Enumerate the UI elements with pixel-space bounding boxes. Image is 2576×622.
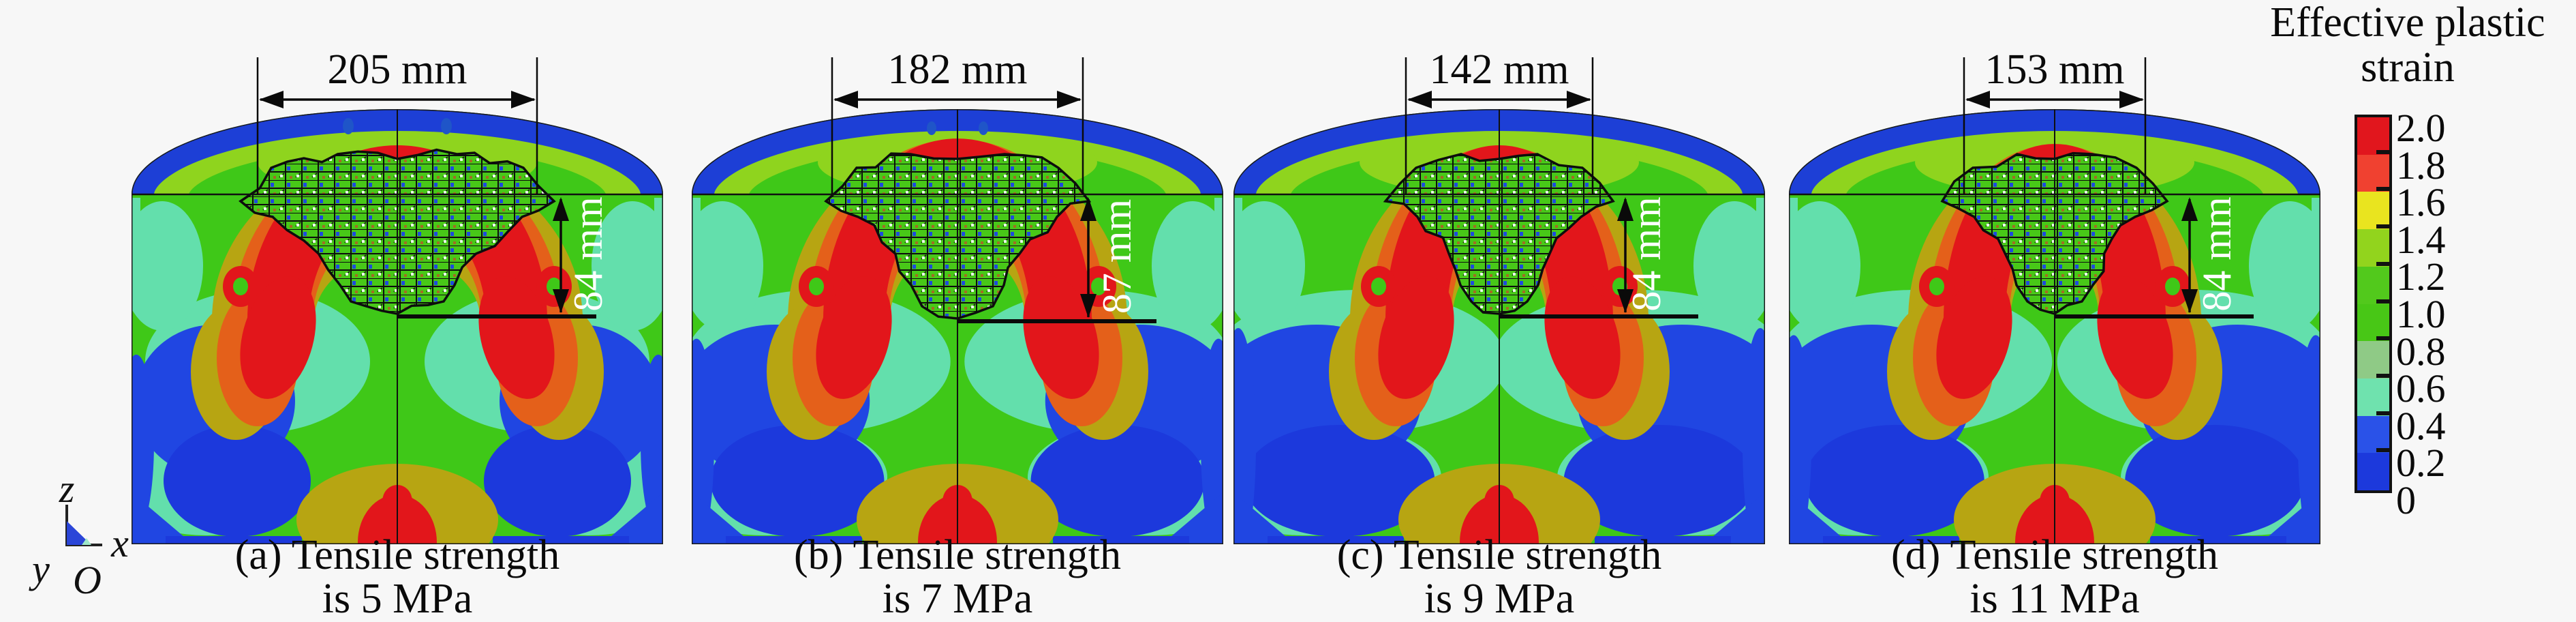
top-width-dimension: 153 mm bbox=[1963, 46, 2147, 194]
specimen-contour-plot: 153 mm 84 mm bbox=[1789, 46, 2320, 544]
side-depth-dimension: 87 mm bbox=[957, 197, 1156, 323]
top-dimension-label: 182 mm bbox=[888, 46, 1028, 93]
colorbar-tick bbox=[2376, 224, 2391, 229]
caption-line1: (d) Tensile strength bbox=[1890, 532, 2219, 578]
panel-c: 142 mm 84 mm (c) Tensile strength is 9 M… bbox=[1232, 0, 1766, 622]
panel-c-caption: (c) Tensile strength is 9 MPa bbox=[1232, 533, 1766, 621]
arrowhead-down bbox=[2181, 289, 2198, 313]
colorbar-segment bbox=[2357, 117, 2389, 155]
side-depth-dimension: 84 mm bbox=[2055, 196, 2254, 319]
legend-title: Effective plastic strain bbox=[2242, 0, 2573, 90]
colorbar-value: 0 bbox=[2396, 478, 2416, 522]
panel-d-caption: (d) Tensile strength is 11 MPa bbox=[1788, 533, 2322, 621]
arrowhead-up bbox=[553, 197, 569, 221]
caption-line2: is 5 MPa bbox=[322, 576, 473, 622]
side-depth-dimension: 84 mm bbox=[397, 196, 611, 319]
colorbar-value: 2.0 bbox=[2396, 106, 2446, 150]
specimen-contour-plot: 205 mm 84 mm bbox=[132, 46, 663, 544]
side-dimension-label: 84 mm bbox=[1624, 196, 1669, 311]
colorbar-value: 1.0 bbox=[2396, 292, 2446, 336]
arrowhead-left bbox=[259, 91, 283, 108]
top-dimension-label: 153 mm bbox=[1985, 46, 2125, 93]
top-width-dimension: 142 mm bbox=[1405, 46, 1594, 194]
colorbar-tick bbox=[2376, 261, 2391, 266]
legend-title-line2: strain bbox=[2361, 44, 2455, 91]
colorbar-segment bbox=[2357, 192, 2389, 230]
triad-triangle-highlight bbox=[82, 538, 91, 545]
top-dimension-label: 142 mm bbox=[1430, 46, 1569, 93]
caption-line2: is 11 MPa bbox=[1969, 576, 2140, 622]
colorbar-segment bbox=[2357, 453, 2389, 491]
colorbar-tick bbox=[2376, 411, 2391, 415]
colorbar-segment bbox=[2357, 415, 2389, 454]
panel-b: 182 mm 87 mm (b) Tensile strength is 7 M… bbox=[690, 0, 1225, 622]
colorbar-value: 0.6 bbox=[2396, 366, 2446, 411]
specimen-contour-plot: 142 mm 84 mm bbox=[1233, 46, 1765, 544]
colorbar-segment bbox=[2357, 229, 2389, 267]
colorbar-segment bbox=[2357, 378, 2389, 416]
colorbar-segment bbox=[2357, 303, 2389, 342]
caption-line1: (a) Tensile strength bbox=[234, 532, 560, 578]
side-dimension-label: 84 mm bbox=[566, 196, 611, 311]
x-axis-label: x bbox=[110, 521, 129, 565]
colorbar-tick bbox=[2376, 149, 2391, 154]
arrowhead-up bbox=[1080, 197, 1097, 221]
colorbar-tick bbox=[2376, 336, 2391, 341]
colorbar bbox=[2355, 115, 2392, 493]
colorbar-segment bbox=[2357, 341, 2389, 379]
arrowhead-down bbox=[1617, 289, 1634, 313]
side-dimension-label: 87 mm bbox=[1094, 199, 1139, 314]
y-axis-label: y bbox=[29, 547, 50, 591]
colorbar-tick bbox=[2376, 187, 2391, 192]
side-dimension-label: 84 mm bbox=[2194, 196, 2239, 311]
colorbar-tick bbox=[2376, 373, 2391, 378]
arrowhead-left bbox=[1407, 91, 1432, 108]
colorbar-tick bbox=[2376, 299, 2391, 303]
caption-line1: (b) Tensile strength bbox=[793, 532, 1122, 578]
caption-line2: is 9 MPa bbox=[1424, 576, 1575, 622]
side-depth-dimension: 84 mm bbox=[1499, 196, 1698, 319]
arrowhead-left bbox=[833, 91, 858, 108]
triad-triangle bbox=[67, 521, 91, 545]
colorbar-segment bbox=[2357, 266, 2389, 304]
panel-d: 153 mm 84 mm (d) Tensile strength is 11 … bbox=[1788, 0, 2322, 622]
colorbar-value: 0.4 bbox=[2396, 403, 2446, 448]
arrowhead-down bbox=[1080, 294, 1097, 318]
panel-a-caption: (a) Tensile strength is 5 MPa bbox=[130, 533, 664, 621]
colorbar-value: 1.2 bbox=[2396, 254, 2446, 299]
colorbar-value: 1.8 bbox=[2396, 143, 2446, 188]
arrowhead-right bbox=[1057, 91, 1082, 108]
arrowhead-right bbox=[1567, 91, 1591, 108]
panel-a: 205 mm 84 mm (a) Tensile strength is 5 M… bbox=[130, 0, 664, 622]
panel-b-caption: (b) Tensile strength is 7 MPa bbox=[690, 533, 1225, 621]
caption-line1: (c) Tensile strength bbox=[1336, 532, 1662, 578]
origin-label: O bbox=[73, 558, 102, 602]
arrowhead-down bbox=[553, 289, 569, 313]
coordinate-triad: z x y O bbox=[29, 469, 129, 602]
colorbar-value: 0.8 bbox=[2396, 329, 2446, 374]
arrowhead-left bbox=[1965, 91, 1990, 108]
arrowhead-up bbox=[2181, 197, 2198, 221]
arrowhead-right bbox=[511, 91, 536, 108]
specimen-contour-plot: 182 mm 87 mm bbox=[692, 46, 1223, 544]
colorbar-value: 0.2 bbox=[2396, 441, 2446, 486]
caption-line2: is 7 MPa bbox=[882, 576, 1033, 622]
arrowhead-up bbox=[1617, 197, 1634, 221]
colorbar-segment bbox=[2357, 154, 2389, 192]
arrowhead-right bbox=[2119, 91, 2144, 108]
z-axis-label: z bbox=[59, 469, 75, 511]
colorbar-value: 1.4 bbox=[2396, 217, 2446, 262]
top-dimension-label: 205 mm bbox=[328, 46, 467, 93]
top-width-dimension: 182 mm bbox=[831, 46, 1084, 194]
legend-title-line1: Effective plastic bbox=[2270, 0, 2545, 46]
top-width-dimension: 205 mm bbox=[256, 46, 538, 194]
colorbar-value: 1.6 bbox=[2396, 180, 2446, 225]
colorbar-tick bbox=[2376, 448, 2391, 453]
